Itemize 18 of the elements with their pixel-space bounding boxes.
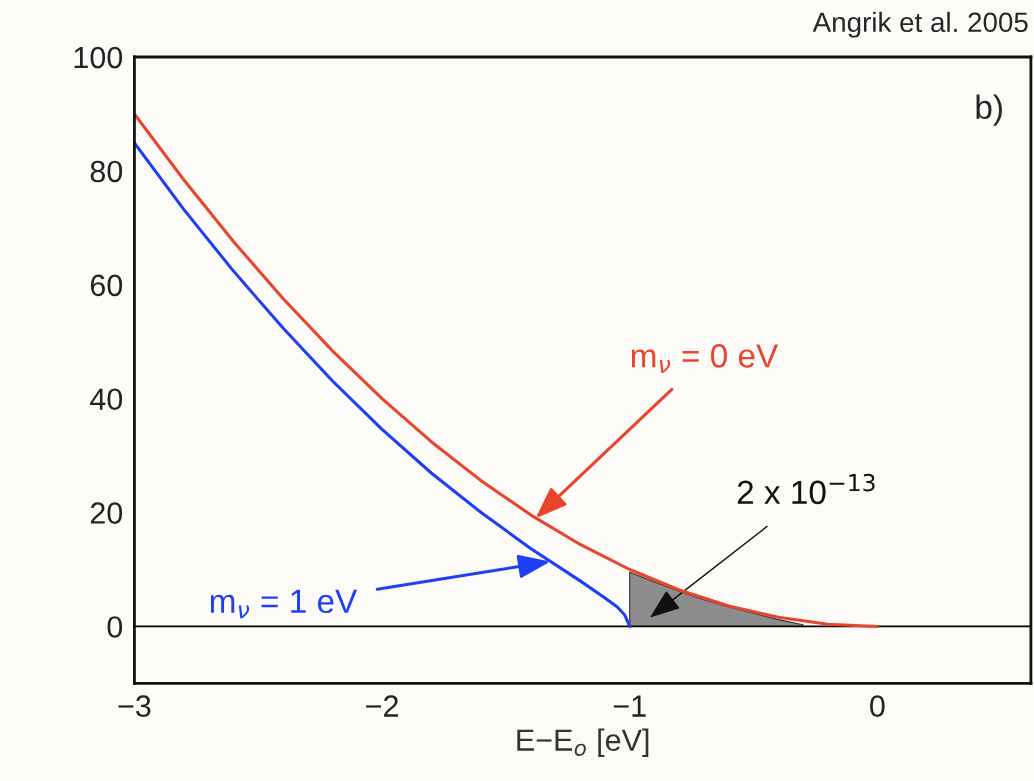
y-tick-label: 100: [74, 46, 123, 69]
line-series: [134, 141, 632, 628]
y-tick-label: 20: [90, 502, 123, 524]
y-tick-label: 40: [90, 388, 123, 411]
y-tick-label: 60: [90, 274, 123, 297]
text: Angrik et al. 2005: [812, 11, 1028, 38]
annotation: m$_{ν}$ = 0 eV: [631, 344, 779, 373]
y-tick-label: 80: [90, 160, 123, 183]
line-series: [134, 112, 879, 628]
x-tick-label: −1: [613, 695, 646, 717]
annotation: b): [976, 94, 1002, 126]
x-tick-label: 0: [870, 695, 885, 717]
annotation: 2 x 10$^{−13}$: [737, 473, 875, 505]
x-axis-title: E−E$_{o}$ [eV]: [517, 728, 649, 758]
y-tick-label: 0: [107, 616, 123, 638]
x-tick-label: −3: [118, 695, 151, 717]
annotation: m$_{ν}$ = 1 eV: [210, 589, 358, 619]
x-tick-label: −2: [366, 695, 398, 717]
